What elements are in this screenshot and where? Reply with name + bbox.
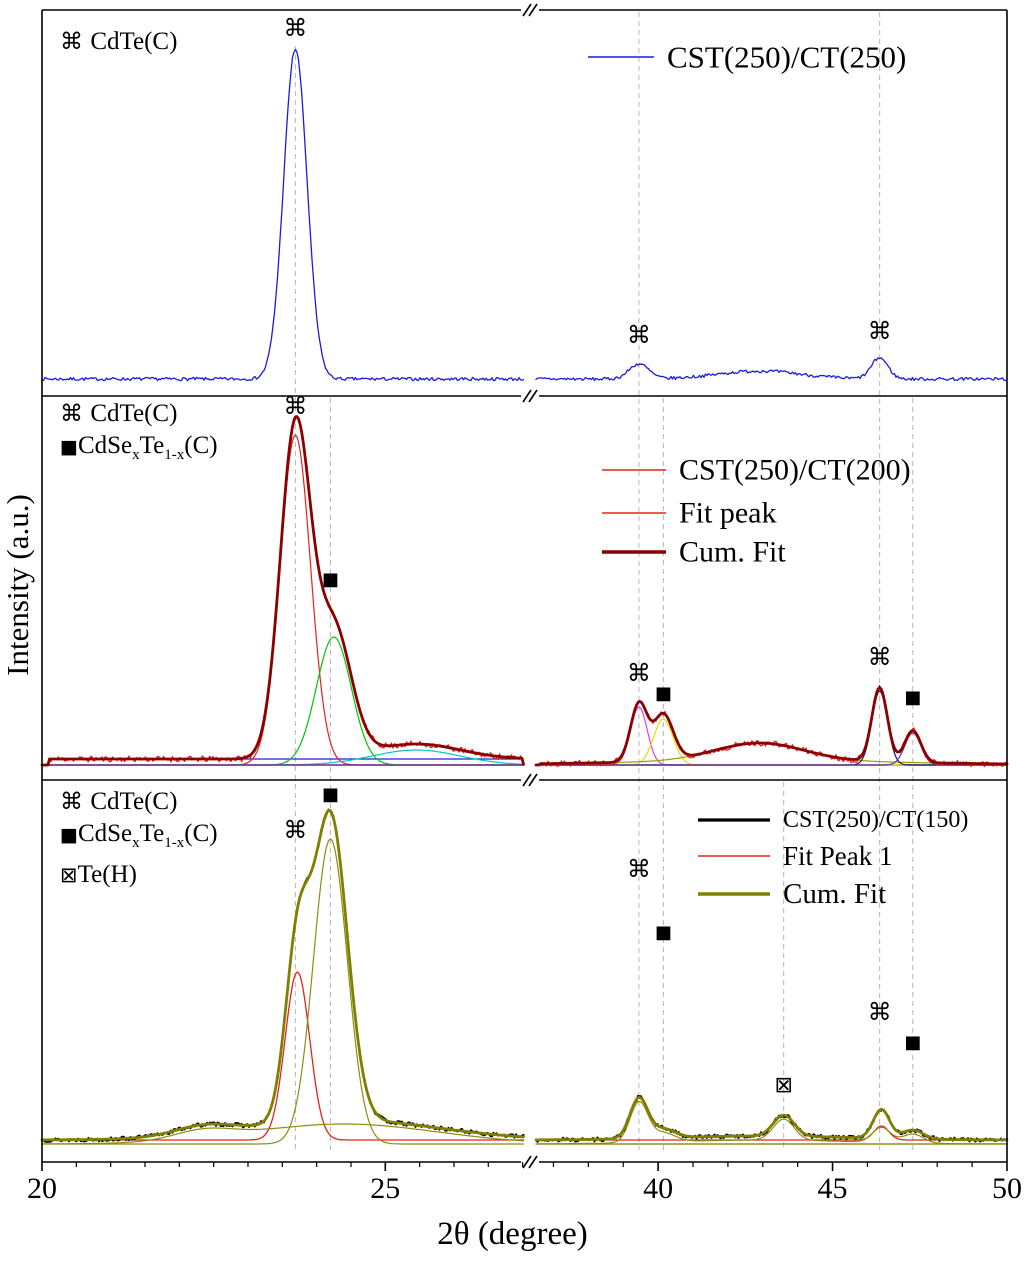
panel-middle-Cum. Fit <box>40 415 1009 767</box>
axis-break-slash <box>528 1155 538 1169</box>
legend-label: CST(250)/CT(250) <box>667 40 906 75</box>
axis-break-slash <box>522 773 532 787</box>
legend-label: CST(250)/CT(200) <box>679 454 911 487</box>
axis-break-slash <box>528 773 538 787</box>
peak-marker: ■ <box>655 683 672 704</box>
axis-break-slash <box>528 3 538 17</box>
legend-label: Cum. Fit <box>783 878 886 910</box>
peak-marker: ⌘ <box>868 998 892 1026</box>
peak-marker: ⌘ <box>627 659 651 687</box>
x-tick-label: 20 <box>27 1172 57 1205</box>
legend-label: Fit Peak 1 <box>783 841 893 871</box>
panel-bottom-fit-peaks-right <box>538 1100 1007 1145</box>
panel-middle-fit-peak-CdSeTe-111 <box>41 636 1008 766</box>
panel-bottom-fit-broad-left <box>41 1123 1008 1145</box>
panel-bottom-Cum. Fit <box>40 809 1009 1142</box>
legend-label: Fit peak <box>679 497 777 530</box>
x-tick-label: 40 <box>643 1172 673 1205</box>
axis-break-slash <box>528 389 538 403</box>
peak-marker: ⌘ <box>868 317 892 345</box>
x-tick-label: 45 <box>818 1172 848 1205</box>
peak-marker: ■ <box>655 922 672 943</box>
peak-marker: ■ <box>322 784 339 805</box>
axis-break-slash <box>522 3 532 17</box>
axis-break-slash <box>522 389 532 403</box>
peak-marker: ⌘ <box>627 855 651 883</box>
axis-break-slash <box>522 1155 532 1169</box>
peak-marker: ⌘ <box>283 14 307 42</box>
legend-label: Cum. Fit <box>679 536 786 569</box>
peak-marker: ⌘ <box>283 392 307 420</box>
legend-label: CST(250)/CT(150) <box>783 807 968 833</box>
peak-marker: ■ <box>904 687 921 708</box>
x-tick-label: 25 <box>370 1172 400 1205</box>
peak-marker: ⊠ <box>774 1073 792 1098</box>
peak-marker: ⌘ <box>868 643 892 671</box>
panel-top-CST(250)/CT(250) <box>41 48 1008 382</box>
peak-marker: ⌘ <box>283 816 307 844</box>
x-axis-label: 2θ (degree) <box>437 1216 588 1252</box>
peak-marker: ■ <box>322 569 339 590</box>
peak-marker: ⌘ <box>627 321 651 349</box>
panel-bottom-Fit Peak 1 <box>41 971 1008 1141</box>
peak-marker: ■ <box>904 1032 921 1053</box>
x-tick-label: 50 <box>992 1172 1022 1205</box>
y-axis-label: Intensity (a.u.) <box>0 494 35 676</box>
